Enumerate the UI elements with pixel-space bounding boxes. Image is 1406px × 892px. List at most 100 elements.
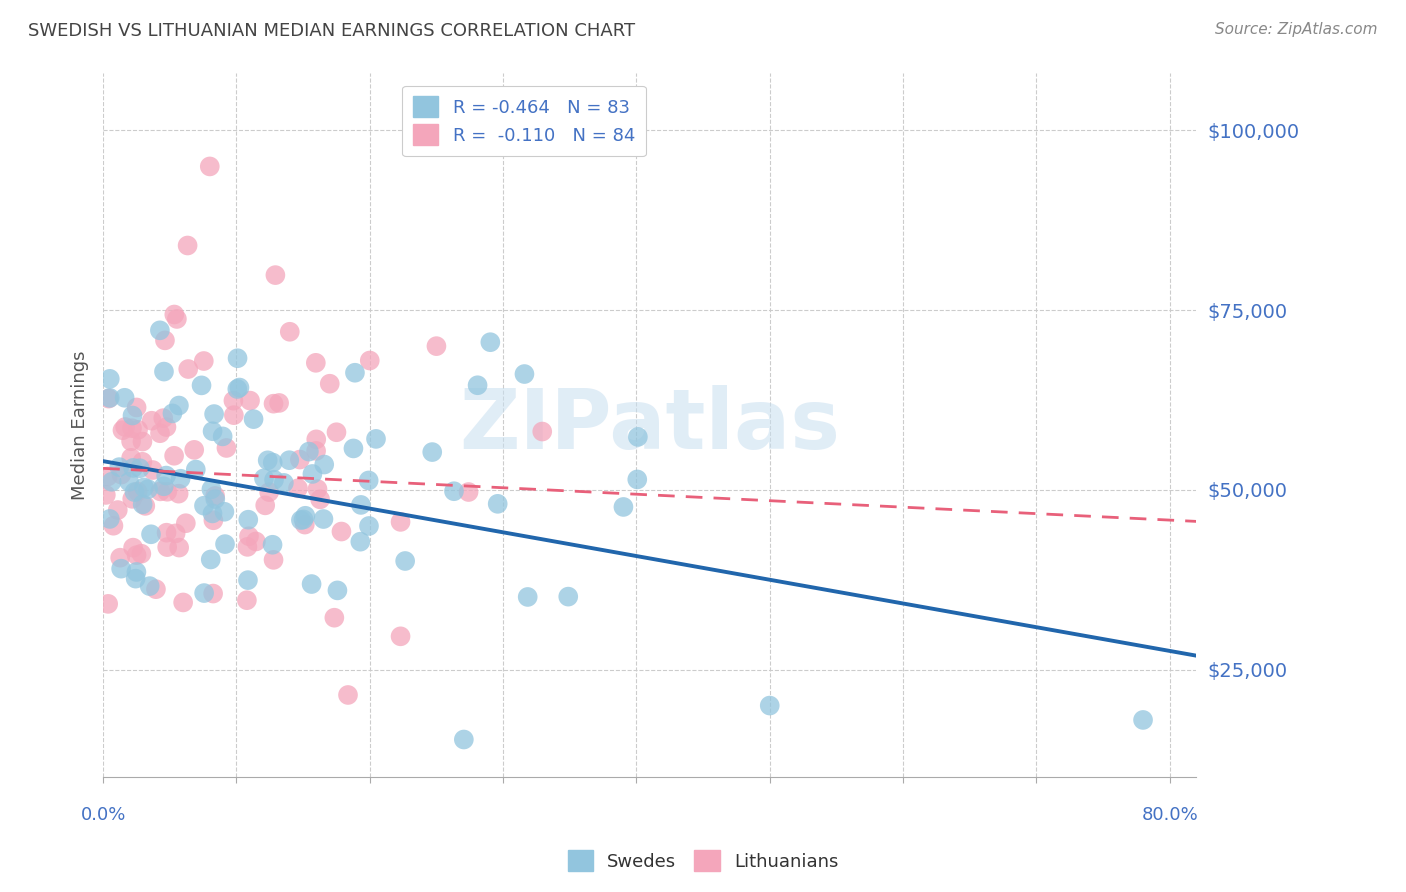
Point (294, 517, 316, 532)
Point (263, 397, 285, 411)
Point (202, 586, 225, 600)
Point (357, 519, 380, 533)
Point (98, 391, 121, 405)
Point (134, 499, 156, 513)
Point (125, 548, 148, 562)
Point (132, 480, 155, 494)
Point (114, 391, 136, 405)
Point (169, 472, 191, 486)
Point (239, 393, 262, 408)
Point (228, 380, 250, 394)
Point (319, 376, 342, 391)
Point (131, 455, 153, 469)
Point (292, 512, 315, 526)
Point (443, 484, 465, 499)
Point (513, 367, 536, 381)
Point (278, 325, 301, 339)
Point (166, 312, 188, 326)
Point (257, 485, 280, 500)
Point (349, 534, 371, 549)
Point (305, 356, 328, 370)
Point (163, 449, 186, 463)
Point (149, 484, 172, 499)
Point (236, 593, 259, 607)
Point (153, 365, 176, 379)
Point (626, 472, 648, 486)
Point (152, 411, 174, 425)
Point (288, 452, 311, 467)
Point (108, 460, 131, 475)
Point (138, 579, 160, 593)
Point (531, 425, 554, 439)
Point (190, 378, 212, 392)
Point (139, 527, 162, 541)
Point (326, 583, 349, 598)
Point (211, 429, 233, 443)
Legend: R = -0.464   N = 83, R =  -0.110   N = 84: R = -0.464 N = 83, R = -0.110 N = 84 (402, 86, 645, 156)
Point (114, 420, 136, 434)
Point (254, 499, 277, 513)
Point (141, 414, 163, 428)
Point (107, 503, 129, 517)
Point (127, 484, 149, 499)
Point (172, 595, 194, 609)
Point (201, 507, 224, 521)
Point (305, 443, 328, 458)
Legend: Swedes, Lithuanians: Swedes, Lithuanians (560, 843, 846, 879)
Point (193, 354, 215, 368)
Point (273, 475, 295, 490)
Point (125, 401, 148, 415)
Point (222, 408, 245, 422)
Point (94, 488, 117, 502)
Point (98, 372, 121, 386)
Point (486, 497, 509, 511)
Point (305, 433, 328, 447)
Point (301, 467, 323, 481)
Point (245, 534, 267, 549)
Point (350, 498, 373, 512)
Point (263, 553, 285, 567)
Point (145, 582, 167, 597)
Point (110, 467, 132, 482)
Point (612, 500, 634, 514)
Point (176, 238, 198, 252)
Point (479, 335, 502, 350)
Point (177, 362, 200, 376)
Point (202, 407, 225, 421)
Point (120, 434, 142, 449)
Text: ZIPatlas: ZIPatlas (460, 384, 841, 466)
Point (226, 382, 249, 396)
Point (394, 554, 416, 568)
Point (242, 412, 264, 426)
Point (357, 474, 380, 488)
Point (290, 513, 312, 527)
Point (314, 458, 336, 472)
Point (165, 526, 187, 541)
Point (111, 423, 134, 437)
Point (236, 540, 259, 554)
Point (103, 518, 125, 533)
Point (152, 479, 174, 493)
Point (389, 515, 412, 529)
Point (183, 442, 205, 457)
Point (174, 516, 197, 531)
Point (236, 573, 259, 587)
Point (262, 538, 284, 552)
Point (198, 160, 221, 174)
Point (142, 463, 165, 477)
Point (287, 481, 309, 495)
Point (226, 351, 249, 366)
Point (204, 492, 226, 507)
Point (131, 497, 153, 511)
Point (214, 505, 236, 519)
Point (262, 456, 284, 470)
Point (121, 491, 143, 506)
Point (120, 450, 142, 465)
Point (156, 484, 179, 499)
Point (110, 562, 132, 576)
Point (128, 461, 150, 475)
Point (149, 426, 172, 441)
Point (184, 462, 207, 476)
Point (193, 586, 215, 600)
Point (156, 540, 179, 554)
